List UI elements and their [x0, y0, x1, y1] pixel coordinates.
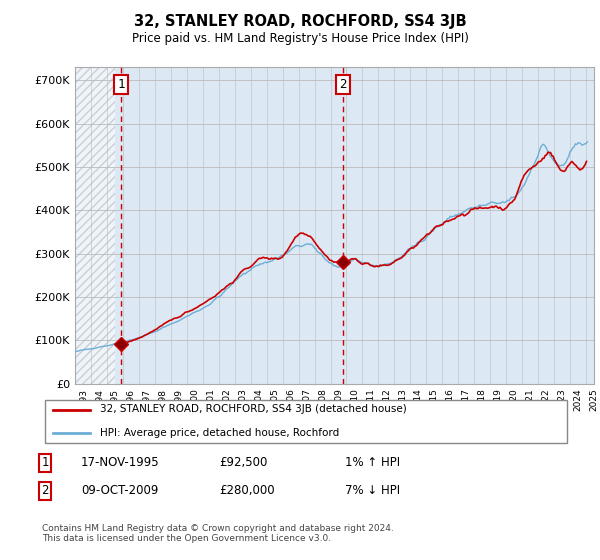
Text: 1% ↑ HPI: 1% ↑ HPI [345, 456, 400, 469]
Text: 2: 2 [41, 484, 49, 497]
Text: Contains HM Land Registry data © Crown copyright and database right 2024.
This d: Contains HM Land Registry data © Crown c… [42, 524, 394, 543]
Text: 09-OCT-2009: 09-OCT-2009 [81, 484, 158, 497]
Text: £92,500: £92,500 [219, 456, 268, 469]
Text: 7% ↓ HPI: 7% ↓ HPI [345, 484, 400, 497]
Text: 1: 1 [41, 456, 49, 469]
Text: 1: 1 [117, 78, 125, 91]
Text: Price paid vs. HM Land Registry's House Price Index (HPI): Price paid vs. HM Land Registry's House … [131, 32, 469, 45]
Text: HPI: Average price, detached house, Rochford: HPI: Average price, detached house, Roch… [100, 428, 340, 438]
FancyBboxPatch shape [44, 400, 568, 443]
Text: 32, STANLEY ROAD, ROCHFORD, SS4 3JB (detached house): 32, STANLEY ROAD, ROCHFORD, SS4 3JB (det… [100, 404, 407, 414]
Text: 32, STANLEY ROAD, ROCHFORD, SS4 3JB: 32, STANLEY ROAD, ROCHFORD, SS4 3JB [134, 14, 466, 29]
Text: £280,000: £280,000 [219, 484, 275, 497]
Text: 17-NOV-1995: 17-NOV-1995 [81, 456, 160, 469]
Text: 2: 2 [339, 78, 347, 91]
